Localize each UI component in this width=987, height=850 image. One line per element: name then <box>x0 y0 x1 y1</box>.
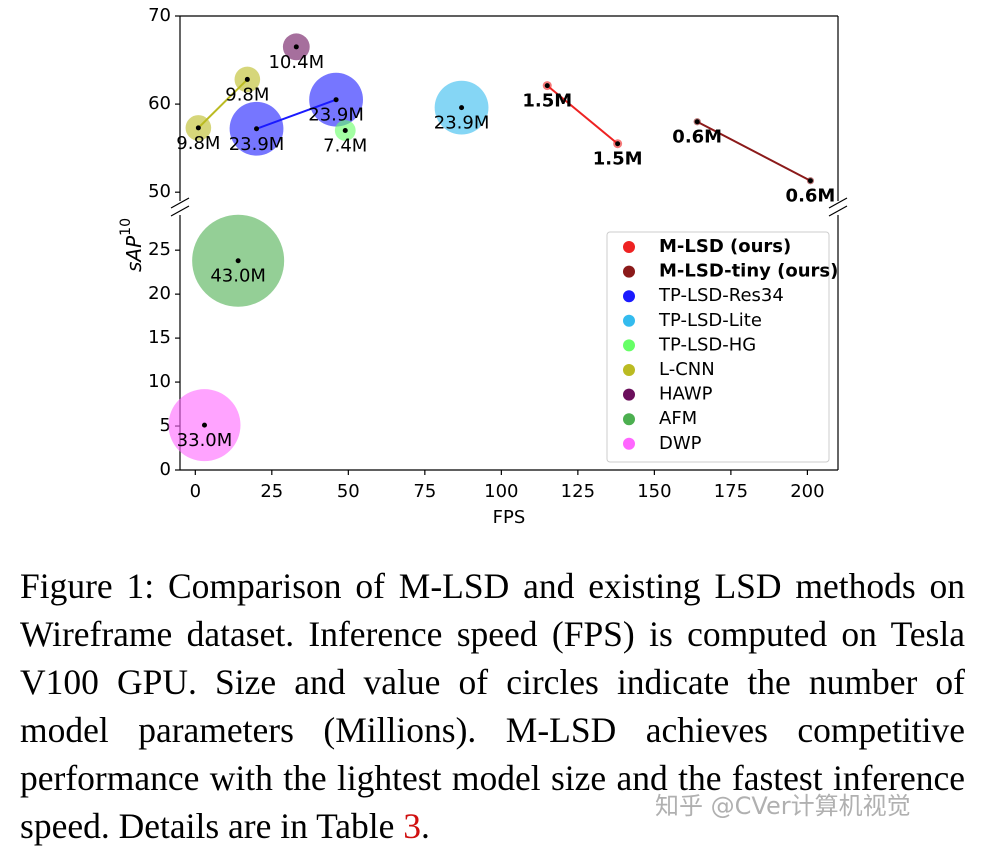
center-dot <box>235 258 241 264</box>
axis-break <box>170 197 190 209</box>
x-tick-label: 50 <box>337 481 360 502</box>
center-dot <box>342 128 348 134</box>
x-axis-label: FPS <box>493 507 526 528</box>
value-label: 10.4M <box>268 52 324 73</box>
x-tick-label: 75 <box>413 481 436 502</box>
legend-marker <box>623 314 635 327</box>
legend-label: TP-LSD-Res34 <box>658 285 784 306</box>
x-tick-label: 200 <box>790 481 824 502</box>
legend-label: TP-LSD-Lite <box>658 310 762 331</box>
legend-marker <box>623 290 635 303</box>
x-tick-label: 150 <box>637 481 671 502</box>
y-tick-label: 25 <box>148 239 171 260</box>
x-tick-label: 0 <box>190 481 201 502</box>
center-dot <box>195 125 201 131</box>
center-dot <box>201 422 207 428</box>
legend-marker <box>623 437 635 450</box>
caption: Figure 1: Comparison of M-LSD and existi… <box>20 562 965 850</box>
legend-marker <box>623 364 635 376</box>
center-dot <box>254 126 260 132</box>
center-dot <box>544 83 550 89</box>
center-dot <box>694 119 700 125</box>
value-label: 23.9M <box>229 134 285 155</box>
y-tick-label: 20 <box>148 283 171 304</box>
legend-marker <box>623 265 635 278</box>
center-dot <box>459 105 465 111</box>
value-label: 1.5M <box>593 149 643 170</box>
center-dot <box>244 76 250 82</box>
series-line <box>546 84 619 145</box>
series-line <box>197 78 249 129</box>
legend-marker <box>623 339 635 352</box>
legend-label: M-LSD-tiny (ours) <box>659 261 838 282</box>
value-label: 9.8M <box>176 133 220 154</box>
center-dot <box>807 178 813 184</box>
axis-break <box>828 205 848 217</box>
y-tick-label: 5 <box>160 415 171 436</box>
legend-box <box>606 231 830 463</box>
center-dot <box>333 97 339 103</box>
caption-text: Figure 1: Comparison of M-LSD and existi… <box>20 566 965 846</box>
watermark: 知乎 @CVer计算机视觉 <box>655 792 911 820</box>
y-tick-label: 10 <box>148 371 171 392</box>
series-line <box>696 120 811 182</box>
table-ref[interactable]: 3 <box>403 806 422 846</box>
value-label: 43.0M <box>210 266 266 287</box>
x-tick-label: 25 <box>260 481 283 502</box>
value-label: 1.5M <box>522 91 572 112</box>
value-label: 0.6M <box>786 186 836 207</box>
value-label: 7.4M <box>323 136 367 157</box>
y-tick-label: 0 <box>160 459 171 480</box>
x-tick-label: 175 <box>714 481 748 502</box>
legend-marker <box>623 413 635 426</box>
value-label: 23.9M <box>434 113 490 134</box>
y-axis-label: sAP10 <box>118 218 146 272</box>
legend-marker <box>623 241 635 253</box>
legend-label: AFM <box>659 408 697 429</box>
legend-marker <box>623 388 635 401</box>
series-line <box>256 98 337 130</box>
chart: 0 5 10 15 20 25 50 60 70 0 25 50 75 100 125 150 175 200 FP… <box>118 5 848 528</box>
y-tick-label: 15 <box>148 327 171 348</box>
x-tick-label: 125 <box>561 481 595 502</box>
value-label: 33.0M <box>177 430 233 451</box>
y-tick-label: 50 <box>148 181 171 202</box>
legend-label: TP-LSD-HG <box>658 334 756 355</box>
legend-label: L-CNN <box>659 359 715 380</box>
axis-break <box>170 205 190 217</box>
y-tick-label: 60 <box>148 93 171 114</box>
legend-label: DWP <box>659 433 702 454</box>
caption-end: . <box>421 806 430 846</box>
value-label: 0.6M <box>672 127 722 148</box>
y-label-sup: 10 <box>118 218 134 236</box>
y-label-base: sAP <box>122 235 146 272</box>
center-dot <box>615 141 621 147</box>
x-tick-label: 100 <box>484 481 518 502</box>
center-dot <box>293 44 299 50</box>
value-label: 9.8M <box>225 84 269 105</box>
axis-break <box>828 197 848 209</box>
legend-label: HAWP <box>659 384 713 405</box>
legend-label: M-LSD (ours) <box>659 236 791 257</box>
value-label: 23.9M <box>308 105 364 126</box>
y-tick-label: 70 <box>148 5 171 26</box>
